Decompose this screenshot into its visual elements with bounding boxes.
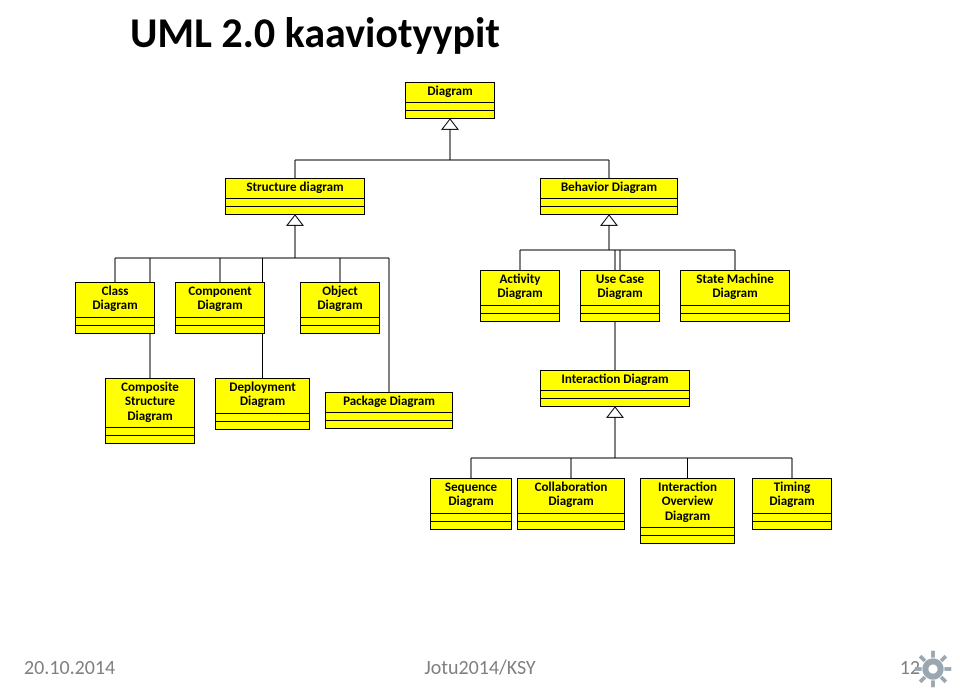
node-activity-label: ActivityDiagram — [481, 271, 559, 305]
node-object-label: ObjectDiagram — [301, 283, 379, 317]
gear-icon — [914, 650, 952, 688]
node-object: ObjectDiagram — [300, 282, 380, 334]
node-collaboration-label: CollaborationDiagram — [518, 479, 624, 513]
node-package-label: Package Diagram — [326, 393, 452, 412]
node-statemachine-label: State MachineDiagram — [681, 271, 789, 305]
footer-date: 20.10.2014 — [24, 656, 115, 680]
node-diagram-label: Diagram — [406, 83, 494, 102]
node-structure-label: Structure diagram — [226, 179, 364, 198]
node-class-label: ClassDiagram — [76, 283, 154, 317]
node-timing: TimingDiagram — [752, 478, 832, 530]
node-activity: ActivityDiagram — [480, 270, 560, 322]
node-interactionoverview-label: InteractionOverviewDiagram — [641, 479, 734, 527]
node-behavior: Behavior Diagram — [540, 178, 678, 215]
node-deployment: DeploymentDiagram — [215, 378, 310, 430]
node-timing-label: TimingDiagram — [753, 479, 831, 513]
footer-center: Jotu2014/KSY — [424, 656, 535, 680]
node-structure: Structure diagram — [225, 178, 365, 215]
node-collaboration: CollaborationDiagram — [517, 478, 625, 530]
node-usecase: Use CaseDiagram — [580, 270, 660, 322]
node-interaction: Interaction Diagram — [540, 370, 690, 407]
node-composite-label: CompositeStructureDiagram — [106, 379, 194, 427]
node-sequence: SequenceDiagram — [430, 478, 512, 530]
node-composite: CompositeStructureDiagram — [105, 378, 195, 444]
node-component: ComponentDiagram — [175, 282, 265, 334]
node-deployment-label: DeploymentDiagram — [216, 379, 309, 413]
node-diagram: Diagram — [405, 82, 495, 119]
node-package: Package Diagram — [325, 392, 453, 429]
node-behavior-label: Behavior Diagram — [541, 179, 677, 198]
node-sequence-label: SequenceDiagram — [431, 479, 511, 513]
node-component-label: ComponentDiagram — [176, 283, 264, 317]
node-usecase-label: Use CaseDiagram — [581, 271, 659, 305]
node-statemachine: State MachineDiagram — [680, 270, 790, 322]
node-interactionoverview: InteractionOverviewDiagram — [640, 478, 735, 544]
node-class: ClassDiagram — [75, 282, 155, 334]
node-interaction-label: Interaction Diagram — [541, 371, 689, 390]
page-title: UML 2.0 kaaviotyypit — [130, 8, 500, 59]
